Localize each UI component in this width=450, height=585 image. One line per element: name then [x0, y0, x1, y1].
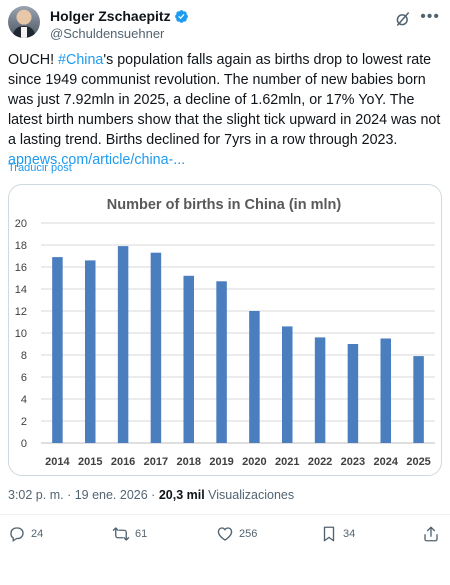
avatar[interactable] [8, 6, 40, 38]
views-count: 20,3 mil [158, 488, 205, 502]
chart-x-axis: 2014 2015 2016 2017 2018 2019 2020 2021 2022 2023… [45, 456, 431, 468]
y-tick-label: 0 [21, 438, 27, 450]
tweet-text-rest: 's population falls again as births drop… [8, 52, 441, 148]
x-tick-label: 2018 [177, 456, 201, 468]
y-tick-label: 18 [15, 240, 27, 252]
repost-icon [112, 527, 130, 541]
repost-count: 61 [135, 528, 148, 540]
bar-2016 [117, 246, 129, 443]
share-button[interactable] [422, 525, 440, 543]
views-label: Visualizaciones [204, 488, 295, 502]
bar-2023 [347, 344, 359, 443]
x-tick-label: 2016 [111, 456, 135, 468]
action-bar: 24 61 256 34 [8, 525, 442, 549]
chart-gridlines [41, 222, 435, 444]
chart-image[interactable]: Number of births in China (in mln) 0 2 4 6 8… [8, 184, 442, 476]
tweet-header: Holger Zschaepitz @Schuldensuehner ••• [8, 6, 440, 41]
tweet-meta: 3:02 p. m. · 19 ene. 2026 · 20,3 mil Vis… [8, 488, 294, 502]
x-tick-label: 2020 [242, 456, 266, 468]
births-bar-chart: Number of births in China (in mln) 0 2 4 6 8… [15, 197, 435, 468]
bar-2022 [314, 337, 326, 443]
verified-badge-icon [174, 9, 188, 23]
tweet-date[interactable]: 19 ene. 2026 [74, 488, 148, 502]
x-tick-label: 2017 [144, 456, 168, 468]
bookmark-icon [323, 526, 335, 542]
x-tick-label: 2014 [45, 456, 70, 468]
bar-2021 [281, 326, 293, 443]
more-icon[interactable]: ••• [420, 8, 440, 25]
x-tick-label: 2025 [406, 456, 430, 468]
like-button[interactable]: 256 [216, 525, 257, 543]
x-tick-label: 2015 [78, 456, 102, 468]
meta-separator: · [63, 488, 75, 502]
bar-2019 [216, 281, 227, 443]
tweet-time[interactable]: 3:02 p. m. [8, 488, 64, 502]
bar-2017 [150, 252, 162, 443]
y-tick-label: 10 [15, 328, 27, 340]
tweet-text-start: OUCH! [8, 52, 59, 68]
share-icon [424, 526, 438, 542]
reply-button[interactable]: 24 [8, 525, 43, 543]
author-display-name[interactable]: Holger Zschaepitz [50, 8, 171, 24]
bar-2018 [183, 275, 195, 443]
y-tick-label: 6 [21, 372, 27, 384]
y-tick-label: 4 [21, 394, 27, 406]
article-link[interactable]: apnews.com/article/china-... [8, 152, 186, 168]
bar-2015 [84, 260, 96, 443]
x-tick-label: 2022 [308, 456, 332, 468]
bar-2020 [249, 311, 260, 443]
y-tick-label: 12 [15, 306, 27, 318]
chart-y-axis: 0 2 4 6 8 10 12 14 16 18 20 [15, 218, 27, 450]
y-tick-label: 16 [15, 262, 27, 274]
author-handle[interactable]: @Schuldensuehner [50, 26, 165, 41]
repost-button[interactable]: 61 [112, 525, 147, 543]
grok-icon[interactable] [394, 10, 412, 28]
y-tick-label: 2 [21, 416, 27, 428]
reply-count: 24 [31, 528, 44, 540]
tweet-body: OUCH! #China's population falls again as… [8, 50, 446, 170]
reply-icon [10, 527, 24, 543]
x-tick-label: 2023 [341, 456, 365, 468]
author-name-row[interactable]: Holger Zschaepitz [50, 8, 189, 24]
x-tick-label: 2021 [275, 456, 299, 468]
x-tick-label: 2019 [209, 456, 233, 468]
hashtag-link[interactable]: #China [58, 52, 104, 68]
translate-post-link[interactable]: Traducir post [8, 162, 72, 174]
chart-bars [52, 246, 424, 443]
like-icon [217, 527, 233, 541]
bookmark-count: 34 [343, 528, 356, 540]
meta-separator-2: · [147, 488, 159, 502]
chart-title: Number of births in China (in mln) [107, 197, 342, 213]
bookmark-button[interactable]: 34 [320, 525, 355, 543]
y-tick-label: 8 [21, 350, 27, 362]
bar-2024 [380, 338, 392, 443]
divider [0, 514, 450, 515]
x-tick-label: 2024 [374, 456, 399, 468]
y-tick-label: 14 [15, 284, 27, 296]
bar-2014 [52, 257, 63, 443]
like-count: 256 [239, 528, 258, 540]
bar-2025 [413, 356, 424, 443]
y-tick-label: 20 [15, 218, 27, 230]
